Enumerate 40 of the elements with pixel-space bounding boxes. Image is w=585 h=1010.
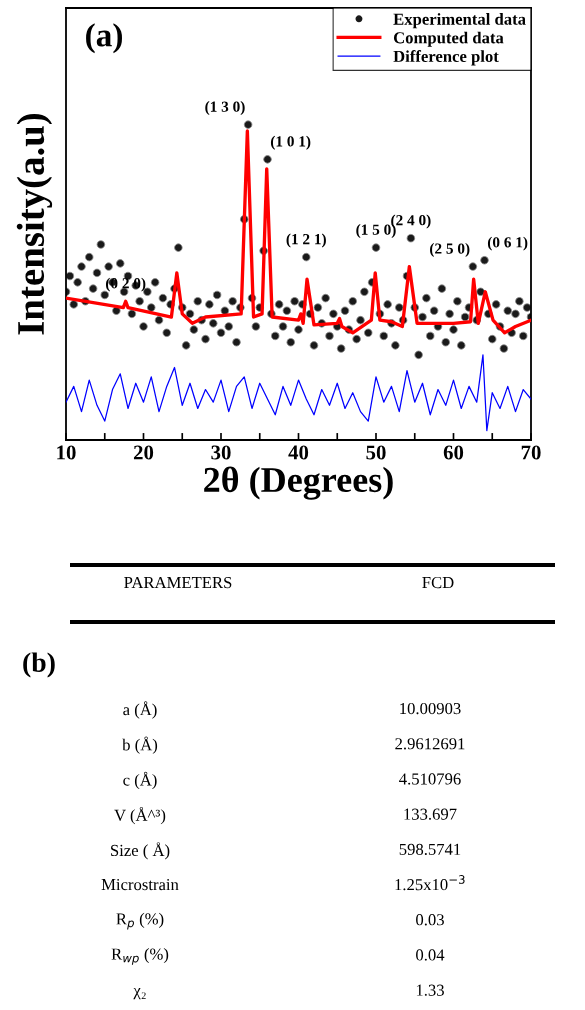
y-axis-title: Intensity(a.u)	[16, 113, 53, 335]
text: χ₂	[133, 987, 146, 1000]
text: (a)	[86, 23, 122, 54]
annotation: (0 2 0)	[105, 277, 146, 292]
annotation: (0 6 1)	[487, 236, 528, 251]
text: Microstrain	[101, 878, 179, 891]
x-tick-label: 40	[288, 445, 309, 460]
text: 1.33	[416, 984, 444, 996]
text: 10.00903	[400, 702, 461, 715]
text: 133.697	[404, 808, 457, 820]
text: 0.04	[416, 949, 445, 961]
text: R$_{p}$ (%)	[116, 912, 164, 930]
annotation: (1 2 1)	[286, 233, 326, 248]
text: FCD	[422, 576, 454, 589]
legend-label: Difference plot	[393, 50, 499, 66]
x-tick-label: 20	[133, 445, 154, 460]
text: Size ( Å)	[111, 842, 170, 860]
text: PARAMETERS	[124, 576, 232, 589]
x-tick-label: 10	[57, 445, 76, 460]
text: a (Å)	[123, 701, 157, 719]
x-tick-label: 60	[443, 445, 464, 460]
text: V (Å^³)	[114, 806, 166, 825]
x-tick-label: 50	[366, 445, 386, 460]
legend-label: Computed data	[393, 31, 504, 47]
annotation: (1 3 0)	[205, 101, 245, 115]
text: c (Å)	[123, 771, 157, 790]
text: b (Å)	[122, 736, 158, 754]
x-axis-title: 2θ (Degrees)	[204, 466, 393, 500]
text: (b)	[23, 652, 55, 678]
text: 598.5741	[399, 843, 461, 856]
text: 2.9612691	[395, 738, 465, 750]
legend-label: Experimental data	[393, 13, 526, 29]
annotation: (1 0 1)	[270, 135, 311, 150]
text: 0.03	[416, 914, 444, 926]
x-tick-label: 30	[211, 445, 231, 460]
text: R$_{wp}$ (%)	[111, 947, 169, 965]
x-tick-label: 70	[521, 445, 541, 460]
text: 4.510796	[399, 773, 461, 785]
text: 1.25x10$^{−3}$	[395, 875, 465, 891]
annotation: (2 5 0)	[430, 242, 470, 257]
